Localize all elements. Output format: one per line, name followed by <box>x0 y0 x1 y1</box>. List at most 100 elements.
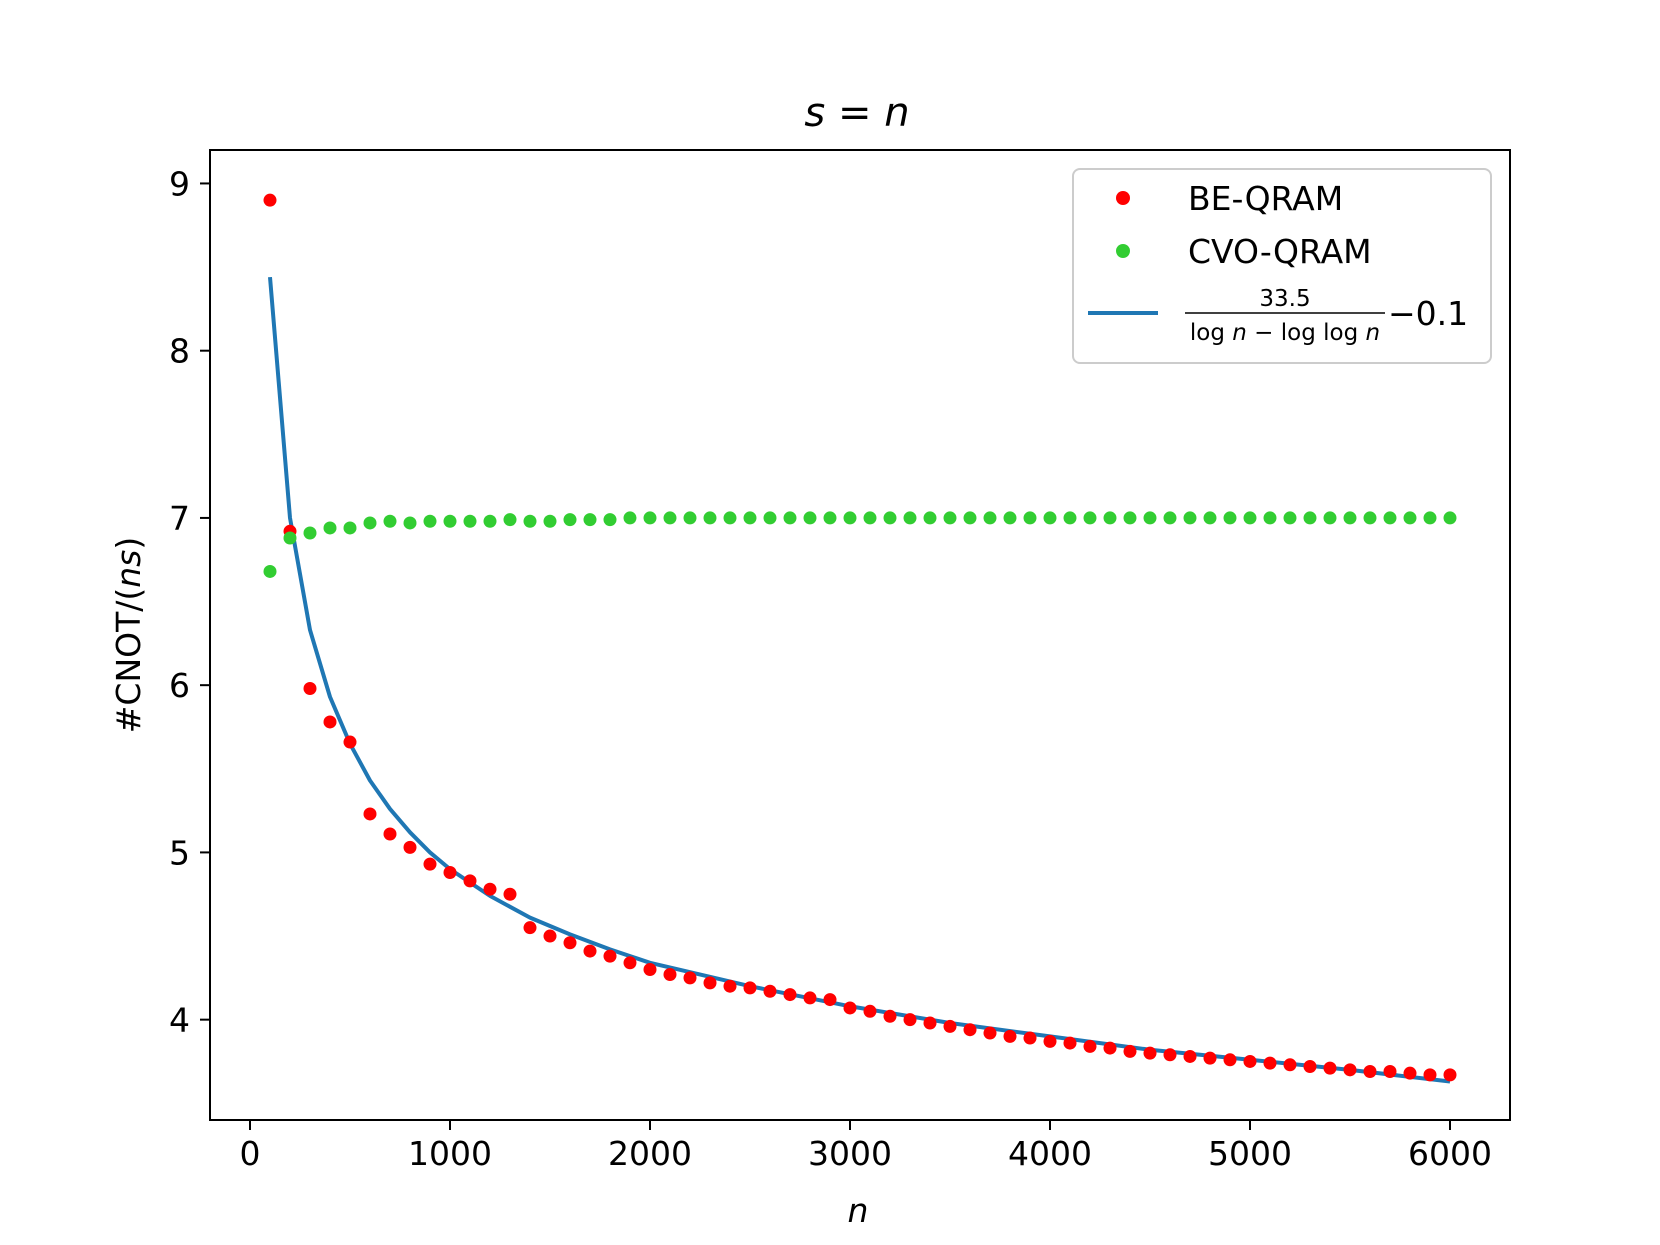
legend-be-qram-label: BE-QRAM <box>1188 179 1343 218</box>
legend-fit-curve-label: 33.5 log n − log log n −0.1 <box>1185 286 1468 346</box>
be-qram-point <box>1243 1054 1257 1068</box>
be-qram-point <box>1183 1049 1197 1063</box>
cvo-qram-point <box>843 511 857 525</box>
be-qram-point <box>1363 1065 1377 1078</box>
be-qram-point <box>1403 1066 1417 1080</box>
cvo-qram-point <box>263 564 277 578</box>
be-qram-point <box>623 956 637 970</box>
x-tick-label: 1000 <box>408 1134 492 1173</box>
cvo-qram-point <box>503 513 517 527</box>
cvo-qram-point <box>303 526 317 540</box>
be-qram-point <box>883 1009 897 1023</box>
be-qram-point <box>1443 1068 1457 1082</box>
be-qram-point <box>383 827 397 841</box>
legend: BE-QRAM CVO-QRAM 33.5 log n − log log n … <box>1072 168 1492 364</box>
be-qram-series <box>263 193 1457 1082</box>
x-tick-label: 5000 <box>1208 1134 1292 1173</box>
x-tick-label: 2000 <box>608 1134 692 1173</box>
be-qram-point <box>703 976 717 990</box>
cvo-qram-point <box>1383 511 1397 525</box>
cvo-qram-point <box>1323 511 1337 525</box>
cvo-qram-point <box>963 511 977 525</box>
be-qram-point <box>483 882 497 896</box>
be-qram-point <box>1063 1036 1077 1050</box>
x-axis-label: n <box>848 1191 869 1230</box>
cvo-qram-point <box>1003 511 1017 525</box>
legend-formula-suffix: −0.1 <box>1388 294 1468 333</box>
be-qram-point <box>923 1016 937 1030</box>
cvo-qram-point <box>983 511 997 525</box>
cvo-qram-point <box>283 531 297 545</box>
be-qram-point <box>963 1023 977 1037</box>
cvo-qram-point <box>463 514 477 528</box>
x-tick-label: 3000 <box>808 1134 892 1173</box>
cvo-qram-point <box>883 511 897 525</box>
y-tick-label: 8 <box>169 332 190 371</box>
be-qram-point <box>563 936 577 950</box>
cvo-qram-point <box>1423 511 1437 525</box>
cvo-qram-point <box>1243 511 1257 525</box>
y-axis-label: #CNOT/(ns) <box>109 537 148 734</box>
cvo-qram-point <box>1403 511 1417 525</box>
be-qram-point <box>723 979 737 993</box>
cvo-qram-point <box>723 511 737 525</box>
x-tick-label: 6000 <box>1408 1134 1492 1173</box>
be-qram-point <box>363 807 377 821</box>
legend-formula-numerator: 33.5 <box>1259 286 1310 312</box>
cvo-qram-point <box>383 514 397 528</box>
x-tick-label: 0 <box>240 1134 261 1173</box>
y-tick-label: 5 <box>169 833 190 872</box>
y-tick-label: 4 <box>169 1001 190 1040</box>
legend-box <box>1072 168 1492 364</box>
be-qram-point <box>1083 1039 1097 1053</box>
cvo-qram-point <box>1143 511 1157 525</box>
cvo-qram-point <box>1043 511 1057 525</box>
be-qram-point <box>1123 1044 1137 1058</box>
be-qram-point <box>683 971 697 985</box>
chart-title: s = n <box>804 90 909 136</box>
cvo-qram-point <box>1363 511 1377 525</box>
cvo-qram-point <box>1103 511 1117 525</box>
be-qram-point <box>1263 1056 1277 1070</box>
cvo-qram-point <box>423 514 437 528</box>
cvo-qram-point <box>1123 511 1137 525</box>
y-tick-label: 7 <box>169 499 190 538</box>
be-qram-point <box>263 193 277 207</box>
cvo-qram-point <box>1163 511 1177 525</box>
cvo-qram-point <box>1063 511 1077 525</box>
be-qram-point <box>323 715 337 729</box>
be-qram-point <box>423 857 437 871</box>
be-qram-point <box>603 949 617 963</box>
cvo-qram-point <box>1083 511 1097 525</box>
cvo-qram-point <box>1263 511 1277 525</box>
be-qram-point <box>403 840 417 854</box>
cvo-qram-point <box>1283 511 1297 525</box>
be-qram-point <box>743 981 757 995</box>
be-qram-point <box>1223 1053 1237 1067</box>
cvo-qram-point <box>523 514 537 528</box>
be-qram-point <box>343 735 357 749</box>
cvo-qram-point <box>443 514 457 528</box>
cvo-qram-point <box>1303 511 1317 525</box>
be-qram-point <box>1323 1061 1337 1075</box>
cvo-qram-point <box>743 511 757 525</box>
be-qram-point <box>1003 1029 1017 1043</box>
be-qram-point <box>443 865 457 879</box>
legend-be-qram-marker <box>1116 191 1130 205</box>
cvo-qram-point <box>643 511 657 525</box>
legend-cvo-qram-label: CVO-QRAM <box>1188 232 1372 271</box>
legend-formula-denominator: log n − log log n <box>1190 320 1380 346</box>
be-qram-point <box>943 1019 957 1033</box>
cvo-qram-point <box>1343 511 1357 525</box>
y-axis-ticks: 4 5 6 7 8 9 <box>169 164 210 1040</box>
be-qram-point <box>783 988 797 1002</box>
y-tick-label: 9 <box>169 164 190 203</box>
be-qram-point <box>1143 1046 1157 1060</box>
be-qram-point <box>463 874 477 888</box>
be-qram-point <box>503 887 517 901</box>
cvo-qram-point <box>603 513 617 527</box>
be-qram-point <box>763 984 777 998</box>
x-tick-label: 4000 <box>1008 1134 1092 1173</box>
be-qram-point <box>1163 1048 1177 1062</box>
